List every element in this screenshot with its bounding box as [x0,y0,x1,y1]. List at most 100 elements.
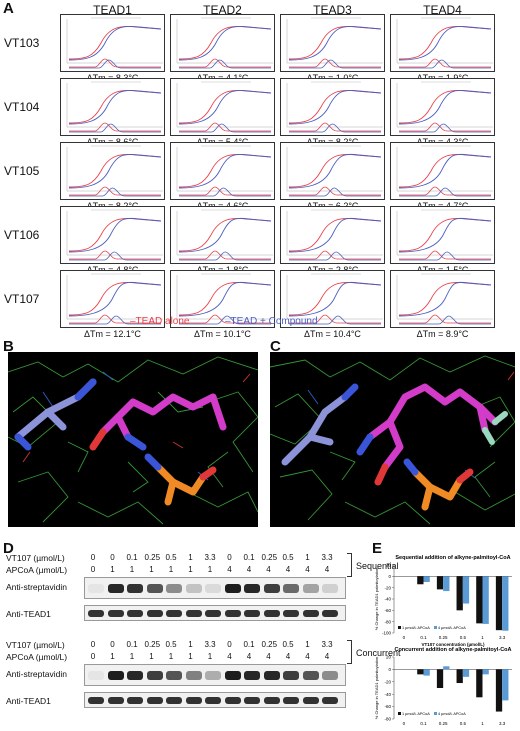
tead1-band [263,697,280,704]
x-tick-label: 0 [403,721,406,726]
strep-band [224,584,241,593]
melt-curve-plot [280,14,385,72]
y-tick-label: 0 [388,667,391,672]
legend-swatch [434,626,437,629]
x-tick-label: 0.25 [439,721,448,726]
y-tick-label: 0 [388,574,391,579]
bar [476,576,483,624]
anti-tead1-label: Anti-TEAD1 [6,696,51,706]
legend-entry: 1 µmol/L APCoA [402,626,430,630]
tead1-band [283,697,299,704]
bar [417,669,424,675]
anti-streptavidin-label: Anti-streptavidin [6,582,67,592]
column-header-tead3: TEAD3 [313,3,352,17]
x-tick-label: 0.25 [439,635,448,640]
apcoa-value: 1 [110,652,115,661]
strep-band [166,671,182,680]
tead1-band [244,697,260,704]
vt107-value: 3.3 [204,553,216,562]
melt-curve-plot [170,14,275,72]
apcoa-value: 4 [324,565,330,574]
strep-band [302,584,319,593]
apcoa-value: 1 [168,652,174,661]
row-header-vt105: VT105 [4,164,40,178]
vt107-label: VT107 (µmol/L) [6,640,65,650]
melt-curve-plot [280,78,385,136]
apcoa-value: 4 [246,652,252,661]
melt-curve-plot [170,78,275,136]
tead1-band [283,610,299,617]
y-tick-label: -100 [382,631,392,636]
x-tick-label: 1 [481,635,484,640]
vt107-value: 3.3 [321,640,333,649]
y-tick-label: -40 [384,597,391,602]
tead1-band [88,697,104,704]
bar [502,669,509,701]
melt-curve-plot [170,206,275,264]
melt-curve-plot [280,142,385,200]
vt107-label: VT107 (µmol/L) [6,553,65,563]
bar [502,576,509,631]
anti-streptavidin-blot [84,577,346,599]
bar [495,576,503,631]
tead1-band [146,610,163,617]
strep-band [127,671,143,680]
bar-charts-e: Sequential addition of alkyne-palmitoyl-… [374,555,512,726]
strep-band [127,584,143,593]
y-tick-label: -20 [384,679,391,684]
tead1-band [146,697,163,704]
strep-band [244,584,260,593]
legend-tead-alone: –TEAD alone [130,316,190,327]
row-header-vt103: VT103 [4,36,40,50]
strep-band [88,584,104,593]
vt107-value: 0 [110,640,115,649]
tead1-band [322,610,338,617]
vt107-value: 3.3 [321,553,333,562]
vt107-value: 0.1 [243,640,255,649]
tead1-band [205,610,221,617]
x-axis-label: VT107 concentration (µmol/L) [421,642,485,647]
apcoa-value: 1 [149,652,154,661]
column-header-tead1: TEAD1 [93,3,132,17]
strep-band [146,584,163,593]
bracket [347,640,352,664]
row-header-vt106: VT106 [4,228,40,242]
y-tick-label: -60 [384,608,391,613]
tead1-band [322,697,338,704]
vt107-value: 0 [110,553,115,562]
legend-tead-compound: –TEAD + Compound [225,316,318,327]
bar [423,669,430,676]
panel-label-c: C [270,338,281,355]
anti-tead1-blot [84,692,346,708]
tead1-band [263,610,280,617]
vt107-value: 0.1 [243,553,255,562]
chart-title: Sequential addition of alkyne-palmitoyl-… [395,555,510,561]
bracket [347,553,352,577]
legend-swatch [398,626,401,629]
melt-curve-plot [390,78,495,136]
melt-curve-plot [60,142,165,200]
y-tick-label: -40 [384,692,391,697]
anti-tead1-label: Anti-TEAD1 [6,609,51,619]
apcoa-value: 4 [305,652,310,661]
bar [417,576,424,585]
row-header-vt107: VT107 [4,292,40,306]
melt-curve-plot [390,14,495,72]
vt107-value: 0.1 [126,553,138,562]
anti-streptavidin-blot [84,664,346,686]
delta-tm-label: ΔTm = 8.9°C [416,329,469,339]
column-header-tead4: TEAD4 [423,3,462,17]
x-tick-label: 0.1 [420,721,427,726]
apcoa-value: 1 [129,652,135,661]
vt107-value: 3.3 [204,640,216,649]
strep-band [244,671,260,680]
strep-band [224,671,241,680]
strep-band [283,671,299,680]
apcoa-value: 4 [227,652,232,661]
vt107-value: 0 [227,640,232,649]
apcoa-value: 4 [266,565,271,574]
tead1-band [185,697,202,704]
vt107-value: 0 [90,553,96,562]
bar [476,669,483,698]
vt107-value: 0.1 [126,640,138,649]
